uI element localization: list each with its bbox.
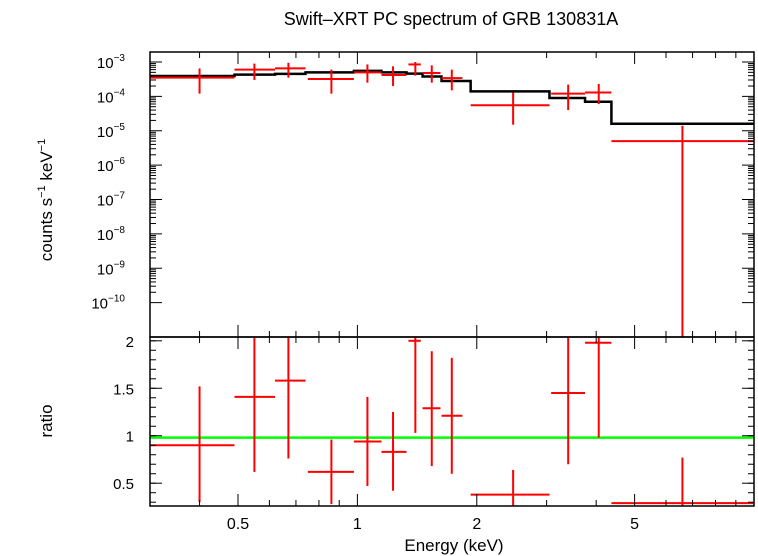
top-y-tick-label: 10−10 (91, 294, 125, 313)
x-tick-label: 2 (472, 516, 481, 533)
x-tick-label: 5 (630, 516, 639, 533)
bottom-y-tick-label: 0.5 (113, 476, 134, 493)
top-y-tick-exponent: −9 (114, 259, 126, 270)
top-y-tick-label: 10−4 (97, 87, 126, 106)
top-y-tick-exponent: −5 (114, 122, 126, 133)
x-tick-label: 0.5 (227, 516, 249, 533)
top-y-tick-exponent: −6 (114, 156, 126, 167)
top-y-tick-mantissa: 10 (97, 124, 114, 141)
top-panel-ylabel-main: counts s (37, 198, 56, 261)
top-y-tick-mantissa: 10 (97, 89, 114, 106)
top-y-tick-exponent: −10 (108, 294, 125, 305)
top-y-tick-exponent: −3 (114, 53, 126, 64)
top-y-tick-exponent: −7 (114, 191, 126, 202)
bottom-panel-ylabel: ratio (37, 404, 56, 437)
top-panel: 10−310−410−510−610−710−810−910−10 (91, 51, 755, 338)
top-panel-ylabel: counts s−1 keV−1 (36, 139, 56, 261)
bottom-panel-frame (149, 336, 755, 507)
top-y-tick-label: 10−6 (97, 156, 126, 175)
top-y-tick-exponent: −8 (114, 225, 126, 236)
top-y-tick-label: 10−3 (97, 53, 126, 72)
top-y-tick-label: 10−7 (97, 191, 126, 210)
top-panel-ylabel-exp2: −1 (36, 139, 48, 152)
chart-title: Swift–XRT PC spectrum of GRB 130831A (284, 9, 619, 29)
top-panel-ylabel-exp1: −1 (36, 185, 48, 198)
top-y-tick-mantissa: 10 (97, 193, 114, 210)
bottom-y-tick-label: 1.5 (113, 381, 134, 398)
top-y-tick-label: 10−9 (97, 259, 126, 278)
top-y-tick-mantissa: 10 (97, 158, 114, 175)
bottom-panel: 0.5 1 1.5 2 0.5 1 2 5 (113, 334, 755, 533)
x-tick-label: 1 (353, 516, 362, 533)
top-y-tick-mantissa: 10 (91, 296, 108, 313)
top-panel-ylabel-mid: keV (37, 151, 56, 186)
top-y-tick-mantissa: 10 (97, 227, 114, 244)
top-y-tick-mantissa: 10 (97, 261, 114, 278)
x-axis-label: Energy (keV) (404, 536, 503, 555)
bottom-y-tick-label: 1 (126, 429, 134, 446)
top-y-tick-exponent: −4 (114, 87, 126, 98)
bottom-y-tick-label: 2 (126, 334, 134, 351)
top-y-tick-label: 10−8 (97, 225, 126, 244)
top-y-tick-mantissa: 10 (97, 55, 114, 72)
top-y-tick-label: 10−5 (97, 122, 126, 141)
